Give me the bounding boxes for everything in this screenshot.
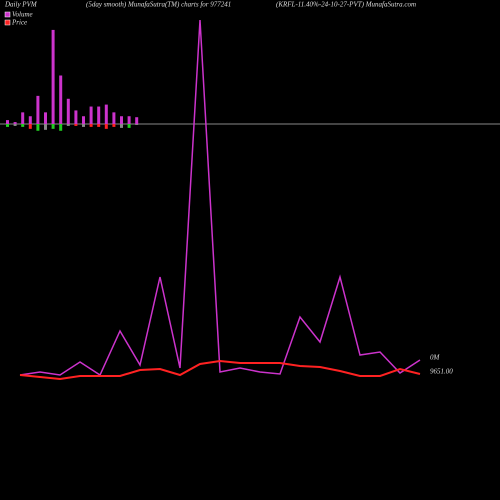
volume-bar — [28, 116, 32, 124]
volume-bar — [89, 106, 93, 124]
volume-bar — [59, 75, 63, 124]
price-bar — [82, 124, 85, 127]
legend-label: Price — [11, 19, 27, 27]
volume-bar — [112, 112, 116, 124]
volume-bar — [120, 116, 123, 124]
price-bar — [59, 124, 63, 131]
volume-bar — [82, 116, 85, 124]
price-bar — [127, 124, 131, 128]
price-bar — [51, 124, 55, 129]
volume-bar — [21, 112, 25, 124]
chart-subtitle: (KRFL-11.40%-24-10-27-PVT) MunafaSutra.c… — [276, 1, 416, 9]
series-line — [19, 359, 421, 381]
price-bar — [104, 124, 108, 129]
chart-subtitle: (5day smooth) MunafaSutra(TM) charts for… — [86, 1, 231, 9]
price-bar — [112, 124, 116, 127]
volume-bar — [36, 95, 40, 124]
price-bar — [74, 124, 78, 126]
volume-bar — [104, 104, 108, 124]
volume-bar — [6, 120, 9, 124]
volume-bar — [13, 122, 17, 124]
price-bar — [44, 124, 47, 130]
volume-bar — [51, 29, 55, 124]
price-bar — [13, 124, 17, 126]
volume-bar — [97, 106, 101, 124]
right-label: 0M — [430, 354, 441, 362]
volume-bar — [135, 117, 139, 124]
price-bar — [89, 124, 93, 127]
series-line — [19, 19, 421, 377]
volume-bar — [66, 98, 70, 124]
volume-bar — [74, 110, 78, 124]
price-bar — [21, 124, 25, 127]
price-bar — [36, 124, 40, 131]
legend-swatch — [4, 11, 11, 18]
price-bar — [66, 124, 70, 126]
volume-bar — [44, 112, 47, 124]
price-bar — [135, 124, 139, 125]
chart-title: Daily PVM — [4, 1, 38, 9]
volume-bar — [127, 116, 131, 124]
price-bar — [6, 124, 9, 127]
price-bar — [97, 124, 101, 127]
price-bar — [120, 124, 123, 128]
right-label: 9651.00 — [430, 368, 453, 376]
legend-swatch — [4, 19, 11, 26]
legend-label: Volume — [12, 11, 33, 19]
price-bar — [28, 124, 32, 129]
